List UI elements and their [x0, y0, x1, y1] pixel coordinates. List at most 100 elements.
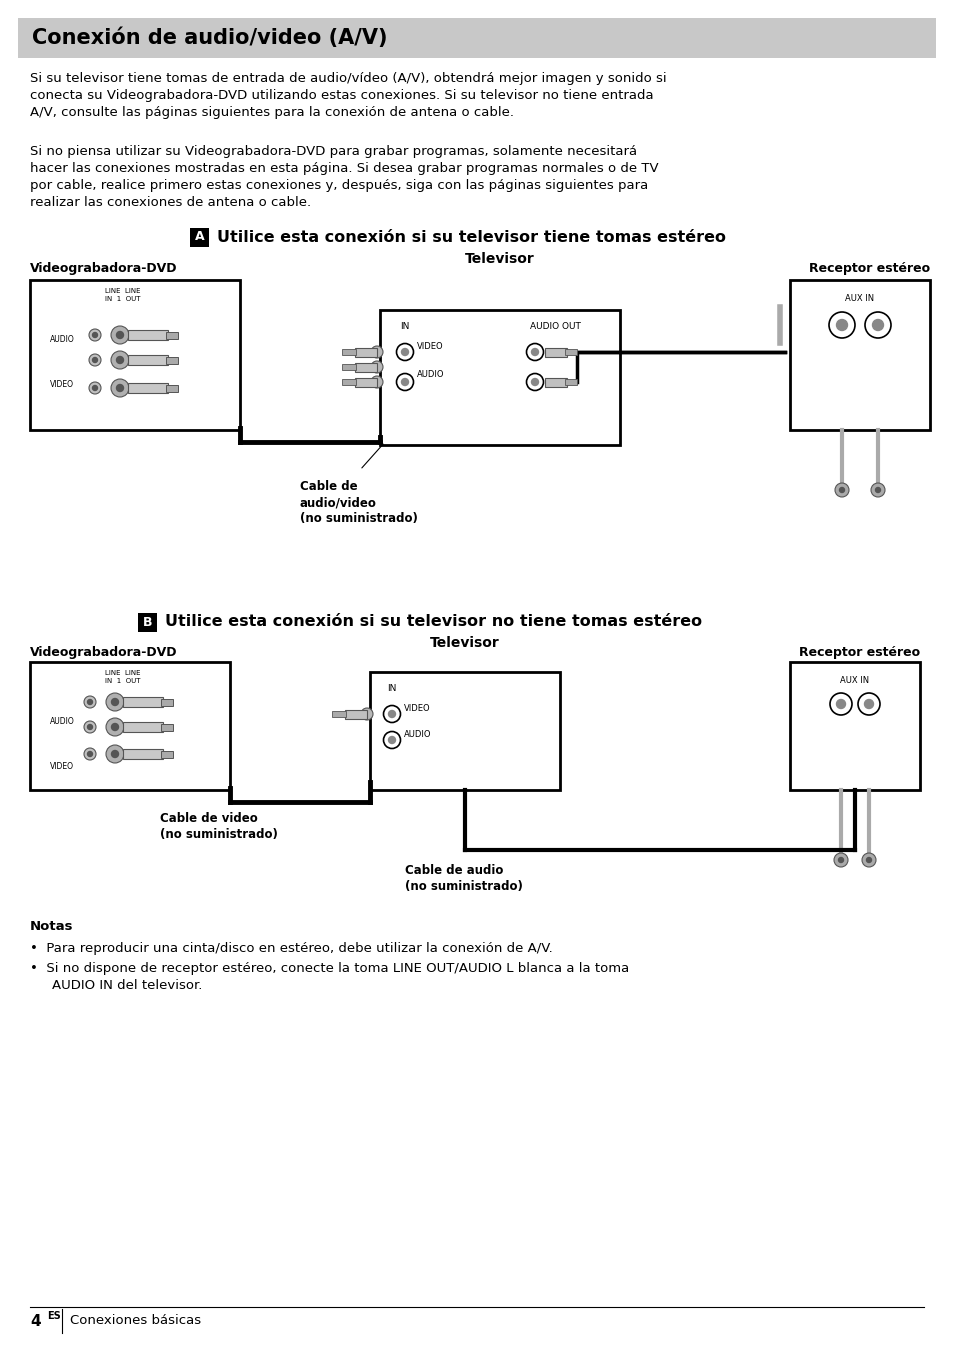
Text: Utilice esta conexión si su televisor tiene tomas estéreo: Utilice esta conexión si su televisor ti… [217, 230, 726, 245]
Text: LINE  LINE: LINE LINE [105, 288, 140, 293]
Circle shape [89, 354, 101, 366]
Circle shape [838, 857, 842, 863]
Circle shape [401, 379, 408, 385]
Circle shape [864, 312, 890, 338]
Bar [379, 310, 619, 445]
Circle shape [89, 383, 101, 393]
Circle shape [839, 488, 843, 492]
Circle shape [863, 699, 873, 708]
Circle shape [360, 708, 373, 721]
Text: IN  1  OUT: IN 1 OUT [105, 677, 140, 684]
Text: VIDEO: VIDEO [403, 704, 430, 713]
Bar [355, 347, 376, 357]
Bar [166, 331, 178, 338]
Text: AUX IN: AUX IN [840, 676, 868, 685]
Bar [544, 377, 566, 387]
Circle shape [872, 319, 882, 330]
Circle shape [388, 711, 395, 718]
Bar [789, 280, 929, 430]
Text: AUDIO: AUDIO [50, 335, 74, 343]
Circle shape [833, 853, 847, 867]
Bar [166, 357, 178, 364]
Text: audio/video: audio/video [299, 496, 376, 508]
Text: Conexión de audio/video (A/V): Conexión de audio/video (A/V) [32, 28, 387, 49]
Bar [345, 710, 367, 718]
Text: Utilice esta conexión si su televisor no tiene tomas estéreo: Utilice esta conexión si su televisor no… [165, 615, 702, 630]
Circle shape [862, 853, 875, 867]
Bar [564, 349, 577, 356]
Circle shape [870, 483, 884, 498]
Circle shape [106, 694, 124, 711]
Text: LINE  LINE: LINE LINE [105, 671, 140, 676]
Circle shape [371, 361, 382, 373]
Bar [30, 662, 230, 790]
Circle shape [371, 346, 382, 358]
Circle shape [875, 488, 880, 492]
Bar [161, 750, 172, 757]
Bar [544, 347, 566, 357]
Bar [18, 18, 935, 58]
Circle shape [116, 357, 123, 364]
Text: IN: IN [399, 322, 409, 331]
Bar [789, 662, 919, 790]
Bar [138, 612, 157, 631]
Bar [161, 723, 172, 730]
Circle shape [383, 731, 400, 749]
Text: (no suministrado): (no suministrado) [299, 512, 417, 525]
Circle shape [383, 706, 400, 722]
Circle shape [111, 352, 129, 369]
Text: por cable, realice primero estas conexiones y, después, siga con las páginas sig: por cable, realice primero estas conexio… [30, 178, 648, 192]
Text: VIDEO: VIDEO [50, 763, 74, 771]
Text: Si no piensa utilizar su Videograbadora-DVD para grabar programas, solamente nec: Si no piensa utilizar su Videograbadora-… [30, 145, 637, 158]
Circle shape [828, 312, 854, 338]
Text: Videograbadora-DVD: Videograbadora-DVD [30, 646, 177, 658]
Bar [128, 356, 168, 365]
Bar [341, 379, 355, 385]
Circle shape [84, 721, 96, 733]
Circle shape [112, 723, 118, 730]
Circle shape [857, 694, 879, 715]
Circle shape [836, 699, 844, 708]
Text: A/V, consulte las páginas siguientes para la conexión de antena o cable.: A/V, consulte las páginas siguientes par… [30, 105, 514, 119]
Text: AUDIO: AUDIO [403, 730, 431, 740]
Bar [332, 711, 346, 717]
Text: realizar las conexiones de antena o cable.: realizar las conexiones de antena o cabl… [30, 196, 311, 210]
Circle shape [92, 357, 97, 362]
Bar [341, 364, 355, 370]
Text: ES: ES [47, 1311, 61, 1321]
Circle shape [92, 385, 97, 391]
Text: Videograbadora-DVD: Videograbadora-DVD [30, 262, 177, 274]
Text: AUDIO: AUDIO [50, 717, 74, 726]
Bar [30, 280, 240, 430]
Text: Cable de audio: Cable de audio [405, 864, 503, 877]
Circle shape [388, 737, 395, 744]
Text: Notas: Notas [30, 919, 73, 933]
Bar [191, 227, 210, 246]
Bar [166, 384, 178, 392]
Circle shape [371, 376, 382, 388]
Circle shape [84, 748, 96, 760]
Text: IN  1  OUT: IN 1 OUT [105, 296, 140, 301]
Circle shape [531, 379, 537, 385]
Text: hacer las conexiones mostradas en esta página. Si desea grabar programas normale: hacer las conexiones mostradas en esta p… [30, 162, 658, 174]
Text: 4: 4 [30, 1314, 41, 1329]
Text: VIDEO: VIDEO [50, 380, 74, 389]
Bar [341, 349, 355, 356]
Bar [123, 749, 163, 758]
Circle shape [84, 696, 96, 708]
Bar [123, 722, 163, 731]
Circle shape [106, 718, 124, 735]
Circle shape [396, 343, 413, 361]
Circle shape [401, 349, 408, 356]
Text: Cable de video: Cable de video [160, 813, 257, 825]
Text: (no suministrado): (no suministrado) [160, 827, 277, 841]
Bar [564, 379, 577, 385]
Text: (no suministrado): (no suministrado) [405, 880, 522, 894]
Circle shape [111, 379, 129, 397]
Circle shape [834, 483, 848, 498]
Circle shape [88, 752, 92, 757]
Text: IN: IN [387, 684, 395, 694]
Circle shape [531, 349, 537, 356]
Text: •  Para reproducir una cinta/disco en estéreo, debe utilizar la conexión de A/V.: • Para reproducir una cinta/disco en est… [30, 942, 552, 955]
Circle shape [106, 745, 124, 763]
